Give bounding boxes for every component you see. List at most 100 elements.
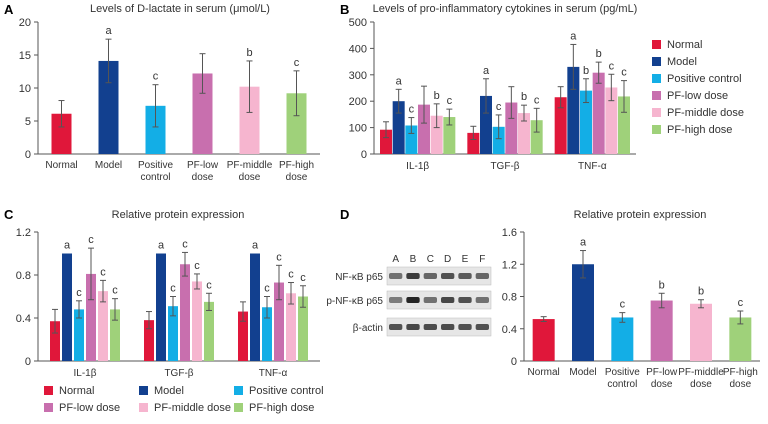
panel-c-y-tick-label: 0.4 [16, 313, 31, 325]
panel-b-bar [443, 117, 456, 154]
panel-c-bar [204, 301, 214, 361]
panel-c-legend-swatch [44, 403, 53, 412]
panel-b-legend-label: PF-middle dose [667, 107, 744, 119]
panel-c-significance-label: c [194, 260, 200, 272]
panel-c-bar [192, 281, 202, 361]
blot-lane-label: F [479, 254, 485, 265]
panel-b-legend-label: Normal [667, 39, 702, 51]
panel-d-x-tick-label: PF-middle dose [678, 367, 724, 390]
panel-b-significance-label: c [534, 94, 540, 106]
panel-c-bar [62, 253, 72, 361]
panel-d-x-tick-label: PF-high dose [723, 367, 758, 390]
panel-a-x-tick-label: PF-high dose [279, 160, 314, 183]
panel-letter-d: D [340, 207, 349, 222]
panel-d-y-tick-label: 0.8 [502, 292, 517, 304]
panel-a-bar [239, 86, 260, 154]
panel-b-legend-label: Positive control [667, 73, 742, 85]
panel-c-bar [98, 291, 108, 361]
panel-d-x-tick-label: Positive control [605, 367, 640, 390]
panel-b-significance-label: a [570, 30, 577, 42]
panel-b-significance-label: b [596, 48, 602, 60]
panel-b-bar [530, 120, 543, 154]
panel-letter-a: A [4, 2, 14, 17]
panel-b-significance-label: a [483, 65, 490, 77]
panel-d-bar [650, 300, 673, 361]
panel-c-significance-label: c [300, 272, 306, 284]
panel-a-x-tick-label: Model [95, 160, 122, 171]
blot-row-label: β-actin [353, 323, 383, 334]
panel-c-bar [86, 273, 96, 361]
panel-d-bar [572, 264, 594, 361]
blot-band [423, 273, 437, 279]
blot-lane-label: E [462, 254, 469, 265]
panel-d-title: Relative protein expression [574, 209, 707, 221]
panel-c-significance-label: c [276, 251, 282, 263]
panel-a-bar [286, 93, 307, 154]
panel-d-bar [729, 317, 752, 361]
blot-strip [386, 290, 492, 310]
blot-band [389, 324, 403, 330]
panel-c-significance-label: c [288, 269, 294, 281]
panel-b-bar [592, 72, 605, 154]
panel-c-legend-label: Model [154, 385, 184, 397]
panel-d-y-tick-label: 0 [511, 356, 517, 368]
panel-b-bar [380, 129, 392, 154]
panel-c-bar [156, 253, 166, 361]
panel-c-significance-label: c [112, 285, 118, 297]
panel-c-legend-label: PF-high dose [249, 402, 314, 414]
panel-d-significance-label: a [580, 237, 587, 249]
panel-d-y-tick-label: 1.2 [502, 259, 517, 271]
panel-b-bar [505, 102, 518, 154]
panel-a-y-tick-label: 20 [19, 17, 31, 29]
blot-band [441, 273, 455, 279]
panel-d-significance-label: c [738, 297, 744, 309]
blot-strip [386, 266, 492, 286]
panel-c-bar [238, 311, 248, 361]
panel-a-bar [98, 60, 119, 154]
panel-b-bar [618, 96, 630, 154]
panel-b-significance-label: b [521, 91, 527, 103]
panel-c-bar [298, 296, 308, 361]
panel-b-legend-swatch [652, 57, 661, 66]
panel-c-bar [74, 309, 84, 361]
panel-c-chart: Relative protein expression00.40.81.2acc… [16, 209, 320, 379]
panel-c-y-tick-label: 0 [25, 356, 31, 368]
blot-band [475, 297, 489, 303]
panel-c-significance-label: a [252, 240, 259, 252]
panel-b-significance-label: b [583, 65, 589, 77]
panel-c-bar [50, 321, 60, 361]
panel-d-bar [532, 319, 555, 361]
panel-c-x-tick-label: IL-1β [74, 368, 97, 379]
panel-c-y-tick-label: 0.8 [16, 270, 31, 282]
panel-b-legend-label: Model [667, 56, 697, 68]
panel-a-x-tick-label: PF-middle dose [227, 160, 273, 183]
panel-b-significance-label: c [621, 67, 627, 79]
blot-band [475, 324, 489, 330]
blot-lane-label: B [410, 254, 417, 265]
panel-a-y-tick-label: 0 [25, 149, 31, 161]
panel-c-legend-swatch [139, 403, 148, 412]
panel-c-legend-label: PF-middle dose [154, 402, 231, 414]
panel-b-significance-label: c [447, 95, 453, 107]
panel-b-legend-swatch [652, 125, 661, 134]
panel-b-bar [580, 90, 592, 154]
blot-band [458, 297, 472, 303]
panel-c-significance-label: c [264, 283, 270, 295]
blot-band [406, 297, 420, 303]
panel-c-significance-label: a [64, 240, 71, 252]
panel-c-bar [168, 306, 178, 361]
panel-a-bar [145, 105, 166, 154]
panel-a-y-tick-label: 5 [25, 116, 31, 128]
panel-c-x-tick-label: TNF-α [259, 368, 288, 379]
panel-b-y-tick-label: 300 [349, 70, 367, 82]
panel-c-significance-label: c [206, 279, 212, 291]
panel-b-bar [430, 115, 443, 154]
panel-a-title: Levels of D-lactate in serum (μmol/L) [90, 3, 270, 15]
panel-b-bar [518, 113, 530, 154]
panel-b-significance-label: b [434, 90, 440, 102]
panel-d-x-tick-label: PF-low dose [646, 367, 678, 390]
blot-band [458, 324, 472, 330]
blot-band [406, 273, 420, 279]
panel-b-legend-swatch [652, 74, 661, 83]
